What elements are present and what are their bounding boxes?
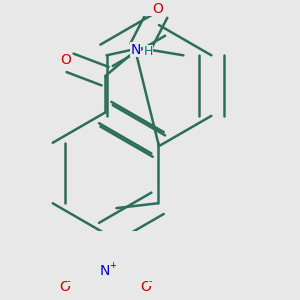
- Text: O: O: [61, 53, 71, 67]
- Text: N: N: [100, 263, 110, 278]
- Text: -: -: [67, 276, 70, 286]
- Text: O: O: [140, 280, 151, 295]
- Text: -: -: [148, 276, 152, 286]
- Text: N: N: [130, 43, 141, 57]
- Text: O: O: [59, 280, 70, 295]
- Text: +: +: [110, 261, 116, 270]
- Text: O: O: [153, 2, 164, 16]
- Text: H: H: [143, 45, 153, 58]
